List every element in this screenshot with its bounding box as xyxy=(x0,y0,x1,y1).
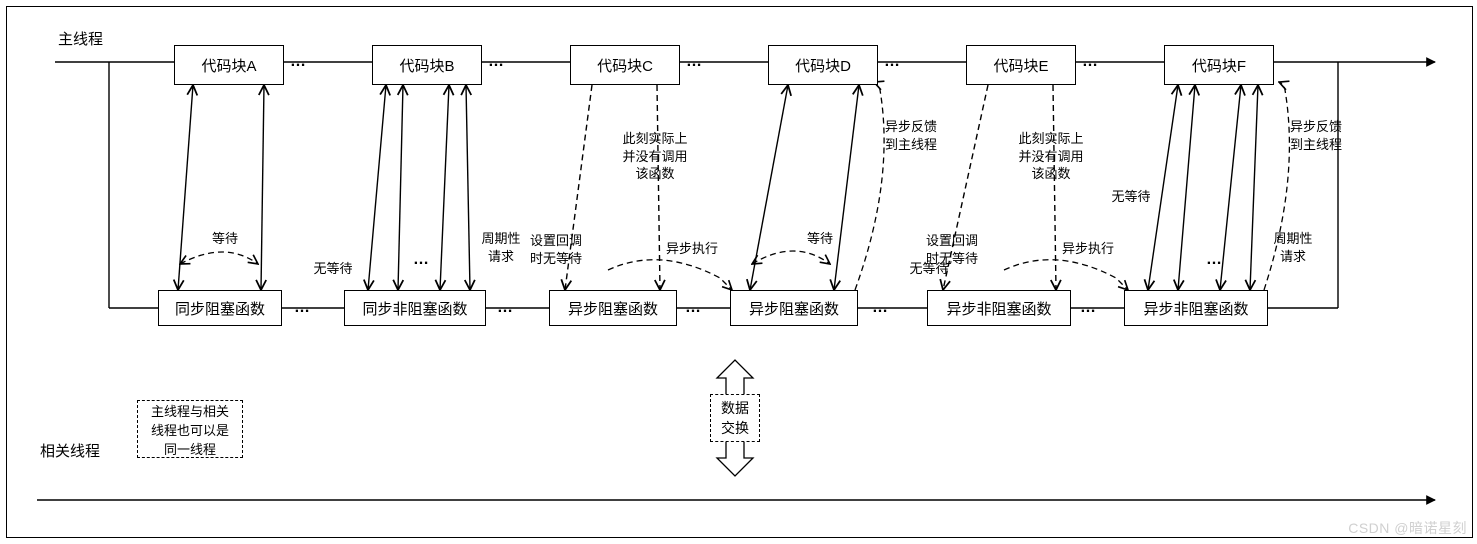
func-box-b2: 同步非阻塞函数 xyxy=(344,290,486,326)
code-block-F: 代码块F xyxy=(1164,45,1274,85)
diagram-root: ……………………………… 主线程 相关线程 主线程与相关 线程也可以是 同一线程… xyxy=(0,0,1477,544)
func-box-b4: 异步阻塞函数 xyxy=(730,290,858,326)
code-block-B: 代码块B xyxy=(372,45,482,85)
data-exchange-text: 数据 交换 xyxy=(721,398,749,438)
func-box-b1: 同步阻塞函数 xyxy=(158,290,282,326)
note-box: 主线程与相关 线程也可以是 同一线程 xyxy=(137,400,243,458)
annotation-callback_no_wait-4: 设置回调 时无等待 xyxy=(516,232,596,267)
annotation-async_exec-11: 异步执行 xyxy=(1053,240,1123,258)
func-box-b3: 异步阻塞函数 xyxy=(549,290,677,326)
func-box-b6: 异步非阻塞函数 xyxy=(1124,290,1268,326)
main-thread-label: 主线程 xyxy=(58,30,103,50)
code-block-D: 代码块D xyxy=(768,45,878,85)
code-block-A: 代码块A xyxy=(174,45,284,85)
func-box-b5: 异步非阻塞函数 xyxy=(927,290,1071,326)
annotation-not_called-9: 此刻实际上 并没有调用 该函数 xyxy=(1006,130,1096,183)
annotation-wait-6: 等待 xyxy=(795,230,845,248)
annotation-periodic_request-13: 周期性 请求 xyxy=(1263,230,1323,265)
annotation-async_exec-5: 异步执行 xyxy=(657,240,727,258)
related-thread-label: 相关线程 xyxy=(40,442,100,462)
note-box-text: 主线程与相关 线程也可以是 同一线程 xyxy=(151,401,229,458)
annotation-async_feedback-14: 异步反馈 到主线程 xyxy=(1276,118,1356,153)
annotation-async_feedback-7: 异步反馈 到主线程 xyxy=(871,118,951,153)
annotation-callback_no_wait-10: 设置回调 时无等待 xyxy=(912,232,992,267)
annotation-wait-0: 等待 xyxy=(200,230,250,248)
annotation-no_wait-1: 无等待 xyxy=(303,260,363,278)
code-block-E: 代码块E xyxy=(966,45,1076,85)
data-exchange-box: 数据 交换 xyxy=(710,394,760,442)
annotation-not_called-3: 此刻实际上 并没有调用 该函数 xyxy=(610,130,700,183)
code-block-C: 代码块C xyxy=(570,45,680,85)
watermark: CSDN @暗诺星刻 xyxy=(1348,518,1467,538)
outer-border xyxy=(6,6,1473,538)
annotation-no_wait-12: 无等待 xyxy=(1101,188,1161,206)
